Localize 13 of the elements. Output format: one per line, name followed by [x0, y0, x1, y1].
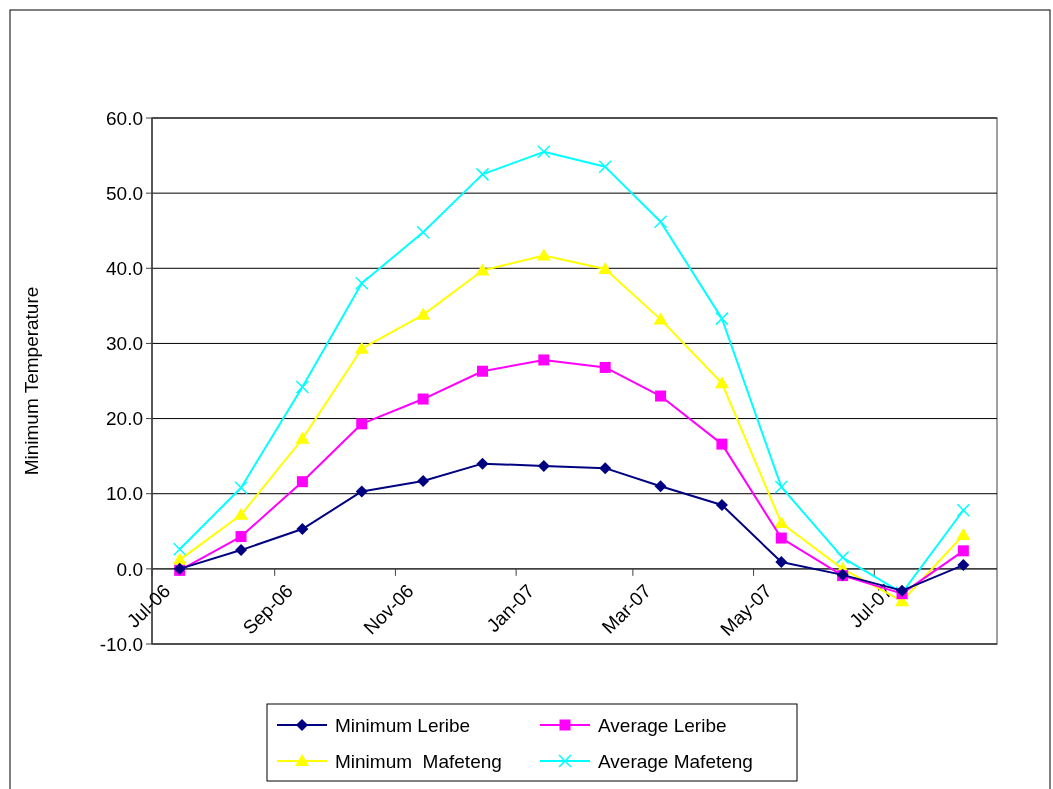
y-tick-label: 50.0 — [106, 182, 143, 204]
y-tick-label: 60.0 — [106, 107, 143, 129]
y-tick-label: 0.0 — [116, 558, 143, 580]
y-tick-label: 30.0 — [106, 333, 143, 355]
legend-label: Average Mafeteng — [598, 751, 753, 772]
y-axis-title: Minimum Temperature — [21, 286, 42, 476]
legend-label: Minimum Mafeteng — [335, 751, 502, 772]
legend-label: Minimum Leribe — [335, 715, 471, 736]
legend-label: Average Leribe — [598, 715, 727, 736]
y-tick-label: 10.0 — [106, 483, 143, 505]
y-tick-label: -10.0 — [99, 633, 143, 655]
y-tick-label: 40.0 — [106, 257, 143, 279]
y-tick-label: 20.0 — [106, 408, 143, 430]
